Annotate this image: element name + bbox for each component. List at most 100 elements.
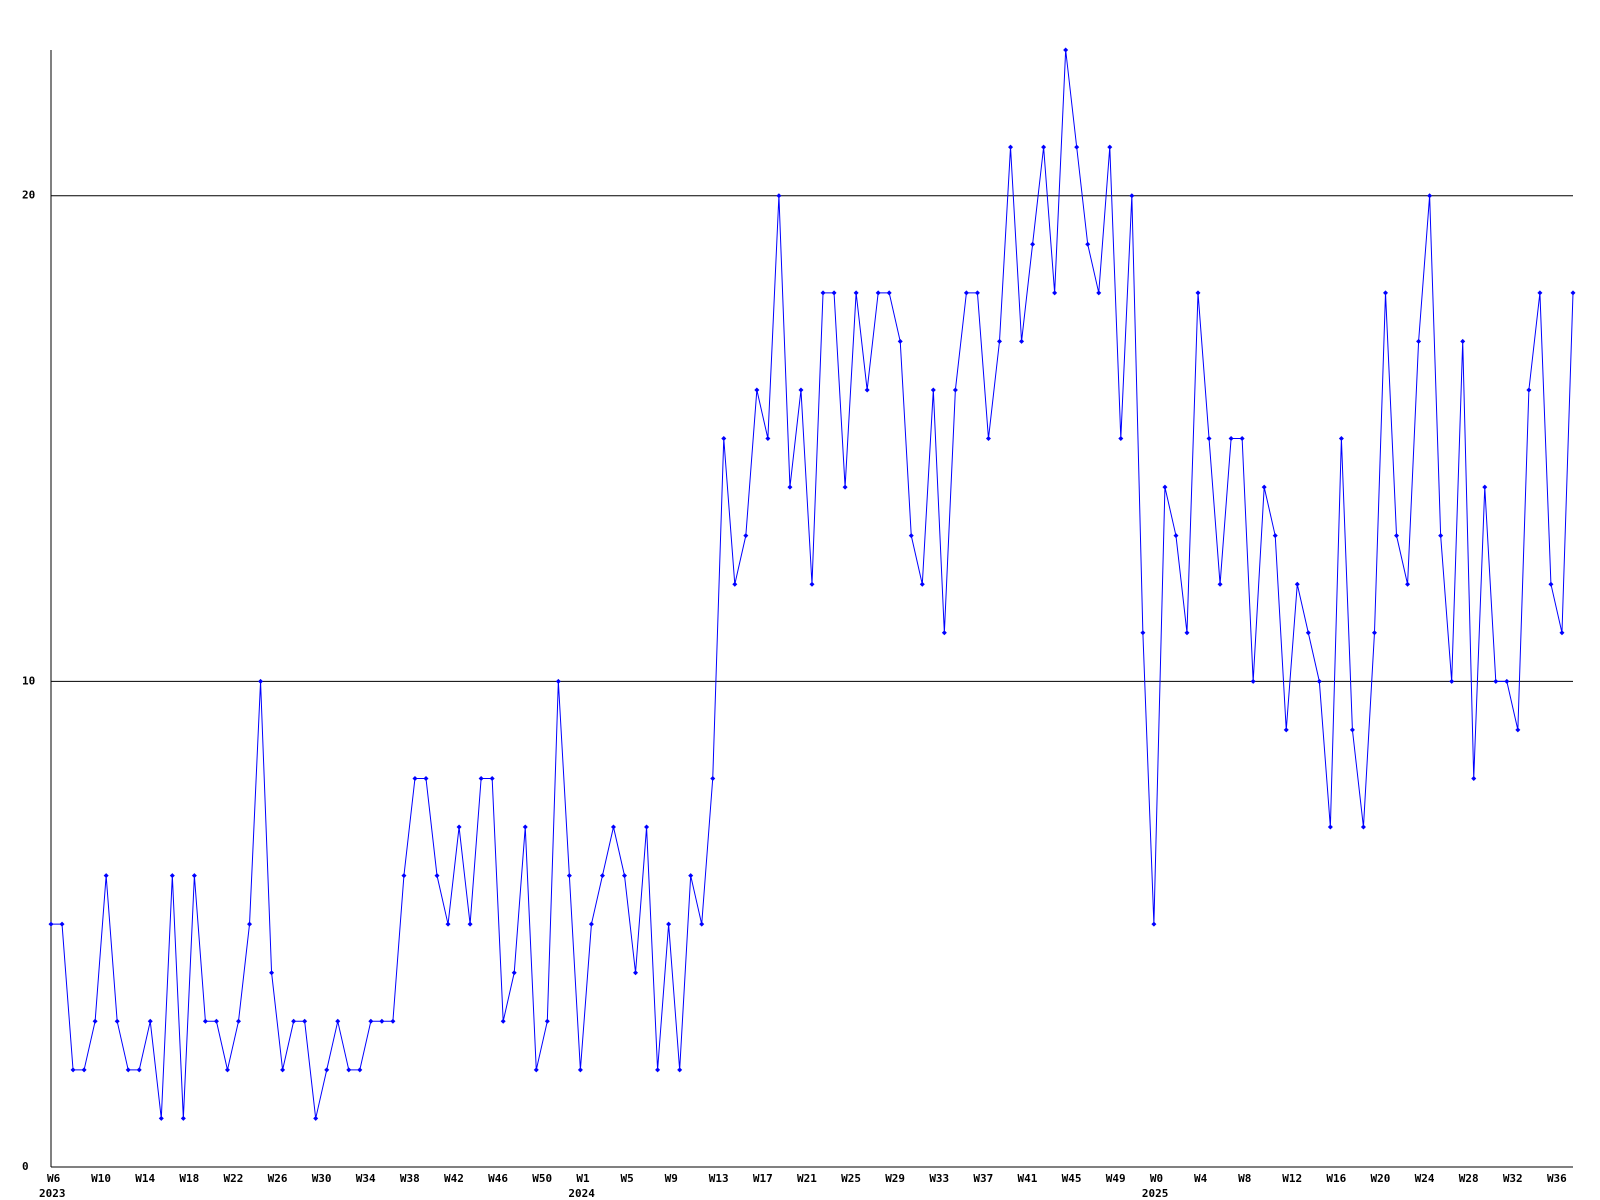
x-tick-label: W41	[1018, 1172, 1038, 1185]
x-tick-label: W24	[1415, 1172, 1435, 1185]
point-marker	[1162, 484, 1168, 490]
point-marker	[941, 630, 947, 636]
point-marker	[875, 290, 881, 296]
point-marker	[1438, 533, 1444, 539]
point-marker	[456, 824, 462, 830]
point-marker	[1371, 630, 1377, 636]
point-marker	[1294, 581, 1300, 587]
point-marker	[610, 824, 616, 830]
x-tick-label: W10	[91, 1172, 111, 1185]
point-marker	[136, 1067, 142, 1073]
point-marker	[897, 338, 903, 344]
point-marker	[754, 387, 760, 393]
point-marker	[930, 387, 936, 393]
point-marker	[952, 387, 958, 393]
point-marker	[434, 873, 440, 879]
point-marker	[423, 775, 429, 781]
y-tick-label: 0	[22, 1160, 29, 1173]
point-marker	[688, 873, 694, 879]
x-tick-label: W12	[1282, 1172, 1302, 1185]
point-marker	[1316, 678, 1322, 684]
x-tick-label: W5	[621, 1172, 634, 1185]
point-marker	[1195, 290, 1201, 296]
point-marker	[412, 775, 418, 781]
point-marker	[202, 1018, 208, 1024]
point-marker	[478, 775, 484, 781]
point-marker	[213, 1018, 219, 1024]
point-marker	[743, 533, 749, 539]
x-year-label: 2024	[568, 1187, 595, 1200]
x-tick-label: W46	[488, 1172, 508, 1185]
point-marker	[544, 1018, 550, 1024]
point-marker	[1272, 533, 1278, 539]
point-marker	[1383, 290, 1389, 296]
x-tick-label: W38	[400, 1172, 420, 1185]
x-tick-label: W14	[135, 1172, 155, 1185]
point-marker	[908, 533, 914, 539]
point-marker	[379, 1018, 385, 1024]
point-marker	[1184, 630, 1190, 636]
point-marker	[1239, 436, 1245, 442]
point-marker	[974, 290, 980, 296]
point-marker	[1129, 193, 1135, 199]
point-marker	[633, 970, 639, 976]
x-tick-label: W49	[1106, 1172, 1126, 1185]
point-marker	[809, 581, 815, 587]
point-marker	[787, 484, 793, 490]
point-marker	[1449, 678, 1455, 684]
point-marker	[1327, 824, 1333, 830]
point-marker	[864, 387, 870, 393]
point-marker	[710, 775, 716, 781]
point-marker	[500, 1018, 506, 1024]
point-marker	[180, 1115, 186, 1121]
point-marker	[1140, 630, 1146, 636]
point-marker	[1019, 338, 1025, 344]
point-marker	[798, 387, 804, 393]
point-marker	[1493, 678, 1499, 684]
x-tick-label: W25	[841, 1172, 861, 1185]
point-marker	[70, 1067, 76, 1073]
x-tick-label: W0	[1150, 1172, 1163, 1185]
point-marker	[335, 1018, 341, 1024]
x-tick-label: W33	[929, 1172, 949, 1185]
point-marker	[1261, 484, 1267, 490]
x-tick-label: W18	[179, 1172, 199, 1185]
x-tick-label: W20	[1370, 1172, 1390, 1185]
point-marker	[291, 1018, 297, 1024]
point-marker	[577, 1067, 583, 1073]
point-marker	[346, 1067, 352, 1073]
x-tick-label: W30	[312, 1172, 332, 1185]
x-tick-label: W45	[1062, 1172, 1082, 1185]
point-marker	[820, 290, 826, 296]
point-marker	[1570, 290, 1576, 296]
point-marker	[125, 1067, 131, 1073]
x-tick-label: W32	[1503, 1172, 1523, 1185]
point-marker	[280, 1067, 286, 1073]
point-marker	[765, 436, 771, 442]
x-tick-label: W29	[885, 1172, 905, 1185]
point-marker	[776, 193, 782, 199]
point-marker	[622, 873, 628, 879]
point-marker	[522, 824, 528, 830]
point-marker	[1482, 484, 1488, 490]
x-tick-label: W21	[797, 1172, 817, 1185]
point-marker	[677, 1067, 683, 1073]
point-marker	[1515, 727, 1521, 733]
point-marker	[919, 581, 925, 587]
x-tick-label: W1	[576, 1172, 590, 1185]
point-marker	[489, 775, 495, 781]
point-marker	[235, 1018, 241, 1024]
point-marker	[324, 1067, 330, 1073]
point-marker	[313, 1115, 319, 1121]
point-marker	[644, 824, 650, 830]
point-marker	[831, 290, 837, 296]
point-marker	[1118, 436, 1124, 442]
point-marker	[1526, 387, 1532, 393]
x-tick-label: W4	[1194, 1172, 1208, 1185]
x-tick-label: W8	[1238, 1172, 1251, 1185]
point-marker	[1063, 47, 1069, 53]
x-tick-label: W50	[532, 1172, 552, 1185]
point-marker	[996, 338, 1002, 344]
x-tick-label: W42	[444, 1172, 464, 1185]
